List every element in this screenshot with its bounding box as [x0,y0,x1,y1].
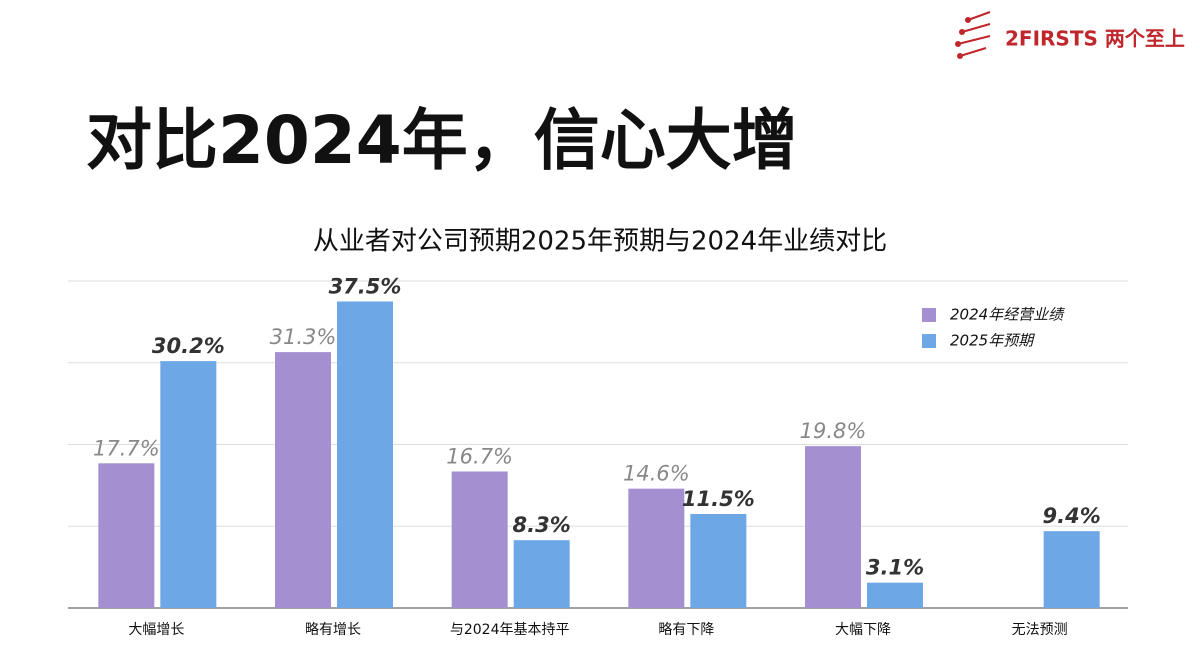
x-tick-label: 大幅增长 [128,622,184,638]
x-tick-label: 无法预测 [1012,622,1068,638]
value-label: 19.8% [800,419,867,443]
bar [337,301,393,608]
value-label: 30.2% [152,334,225,358]
x-tick-label: 大幅下降 [835,622,891,638]
bar [451,471,508,608]
legend-label: 2025年预期 [950,332,1035,350]
bar [628,488,685,608]
value-label: 9.4% [1043,504,1101,528]
value-label: 14.6% [623,462,690,486]
bar [867,582,923,608]
value-label: 31.3% [270,325,337,349]
legend-swatch [922,308,936,322]
value-label: 3.1% [866,556,924,580]
bar [805,446,861,608]
value-label: 17.7% [93,436,160,460]
value-label: 37.5% [329,274,402,298]
bar [160,361,217,608]
legend-swatch [922,334,936,348]
x-tick-label: 与2024年基本持平 [450,621,570,638]
x-tick-label: 略有增长 [305,622,361,638]
value-label: 16.7% [446,444,513,468]
bar [1043,531,1100,608]
x-tick-label: 略有下降 [658,622,714,638]
bar [98,463,155,608]
value-label: 11.5% [682,487,755,511]
bar [690,513,747,608]
bar [513,540,570,608]
logo-icon [955,11,991,59]
chart-title: 从业者对公司预期2025年预期与2024年业绩对比 [313,227,887,257]
legend-label: 2024年经营业绩 [950,306,1065,324]
value-label: 8.3% [513,513,571,537]
bar [275,352,331,608]
logo-text: 2FIRSTS 两个至上 [1005,27,1185,51]
slide-title: 对比2024年，信心大增 [86,102,798,179]
